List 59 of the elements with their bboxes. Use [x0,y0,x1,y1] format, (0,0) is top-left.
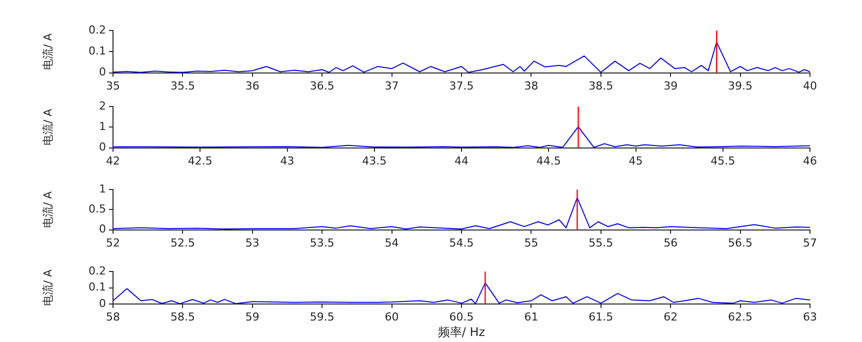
x-tick-label: 55.5 [588,236,614,250]
x-tick-label: 45.5 [710,154,736,168]
x-tick-label: 35.5 [170,79,195,92]
x-tick-label: 42 [106,154,120,168]
x-tick-label: 38.5 [588,79,614,92]
x-axis-title: 频率/ Hz [438,324,486,339]
y-axis-title: 电流/ A [41,190,54,228]
x-tick-label: 52 [106,236,120,250]
y-tick-label: 0.2 [88,264,106,278]
x-tick-label: 37.5 [449,79,474,92]
x-tick-label: 45 [628,154,643,168]
y-tick-label: 0.1 [88,280,106,294]
x-tick-label: 58 [106,310,120,324]
y-tick-label: 0 [99,296,106,310]
x-tick-label: 52.5 [170,236,195,250]
x-tick-label: 56.5 [728,236,753,250]
y-tick-label: 1 [99,120,106,134]
x-tick-label: 42.5 [188,154,212,168]
x-tick-label: 39 [664,79,678,92]
x-tick-label: 43.5 [362,154,387,168]
x-tick-label: 43 [280,154,294,168]
y-axis-title: 电流/ A [41,32,54,70]
x-tick-label: 63 [803,310,817,324]
x-tick-label: 53 [245,236,260,250]
x-tick-label: 61.5 [588,310,614,324]
y-axis-title: 电流/ A [41,108,54,146]
x-tick-label: 56 [664,236,678,250]
x-tick-label: 54 [384,236,399,250]
x-tick-label: 53.5 [310,236,334,250]
x-tick-label: 62 [664,310,678,324]
x-tick-label: 44 [454,154,468,168]
y-tick-label: 0 [99,140,106,154]
y-tick-label: 0.1 [88,44,106,58]
y-axis-title: 电流/ A [41,268,54,306]
x-tick-label: 55 [524,236,538,250]
x-tick-label: 35 [106,79,120,92]
x-tick-label: 38 [524,79,538,92]
x-tick-label: 46 [803,154,817,168]
y-tick-label: 1 [99,182,106,196]
y-tick-label: 0 [99,66,106,79]
x-tick-label: 62.5 [728,310,753,324]
y-tick-label: 0.2 [88,23,106,36]
x-tick-label: 36.5 [310,79,334,92]
x-tick-label: 39.5 [728,79,753,92]
x-tick-label: 37 [384,79,399,92]
x-tick-label: 40 [803,79,817,92]
x-tick-label: 60 [384,310,399,324]
y-tick-label: 0 [99,222,106,236]
x-tick-label: 54.5 [449,236,474,250]
y-tick-label: 2 [99,99,106,112]
x-tick-label: 59 [245,310,260,324]
x-tick-label: 58.5 [170,310,195,324]
x-tick-label: 57 [803,236,817,250]
x-tick-label: 60.5 [449,310,474,324]
y-tick-label: 0.5 [88,202,106,216]
x-tick-label: 59.5 [310,310,334,324]
x-tick-label: 44.5 [536,154,561,168]
x-tick-label: 61 [524,310,538,324]
x-tick-label: 36 [245,79,260,92]
